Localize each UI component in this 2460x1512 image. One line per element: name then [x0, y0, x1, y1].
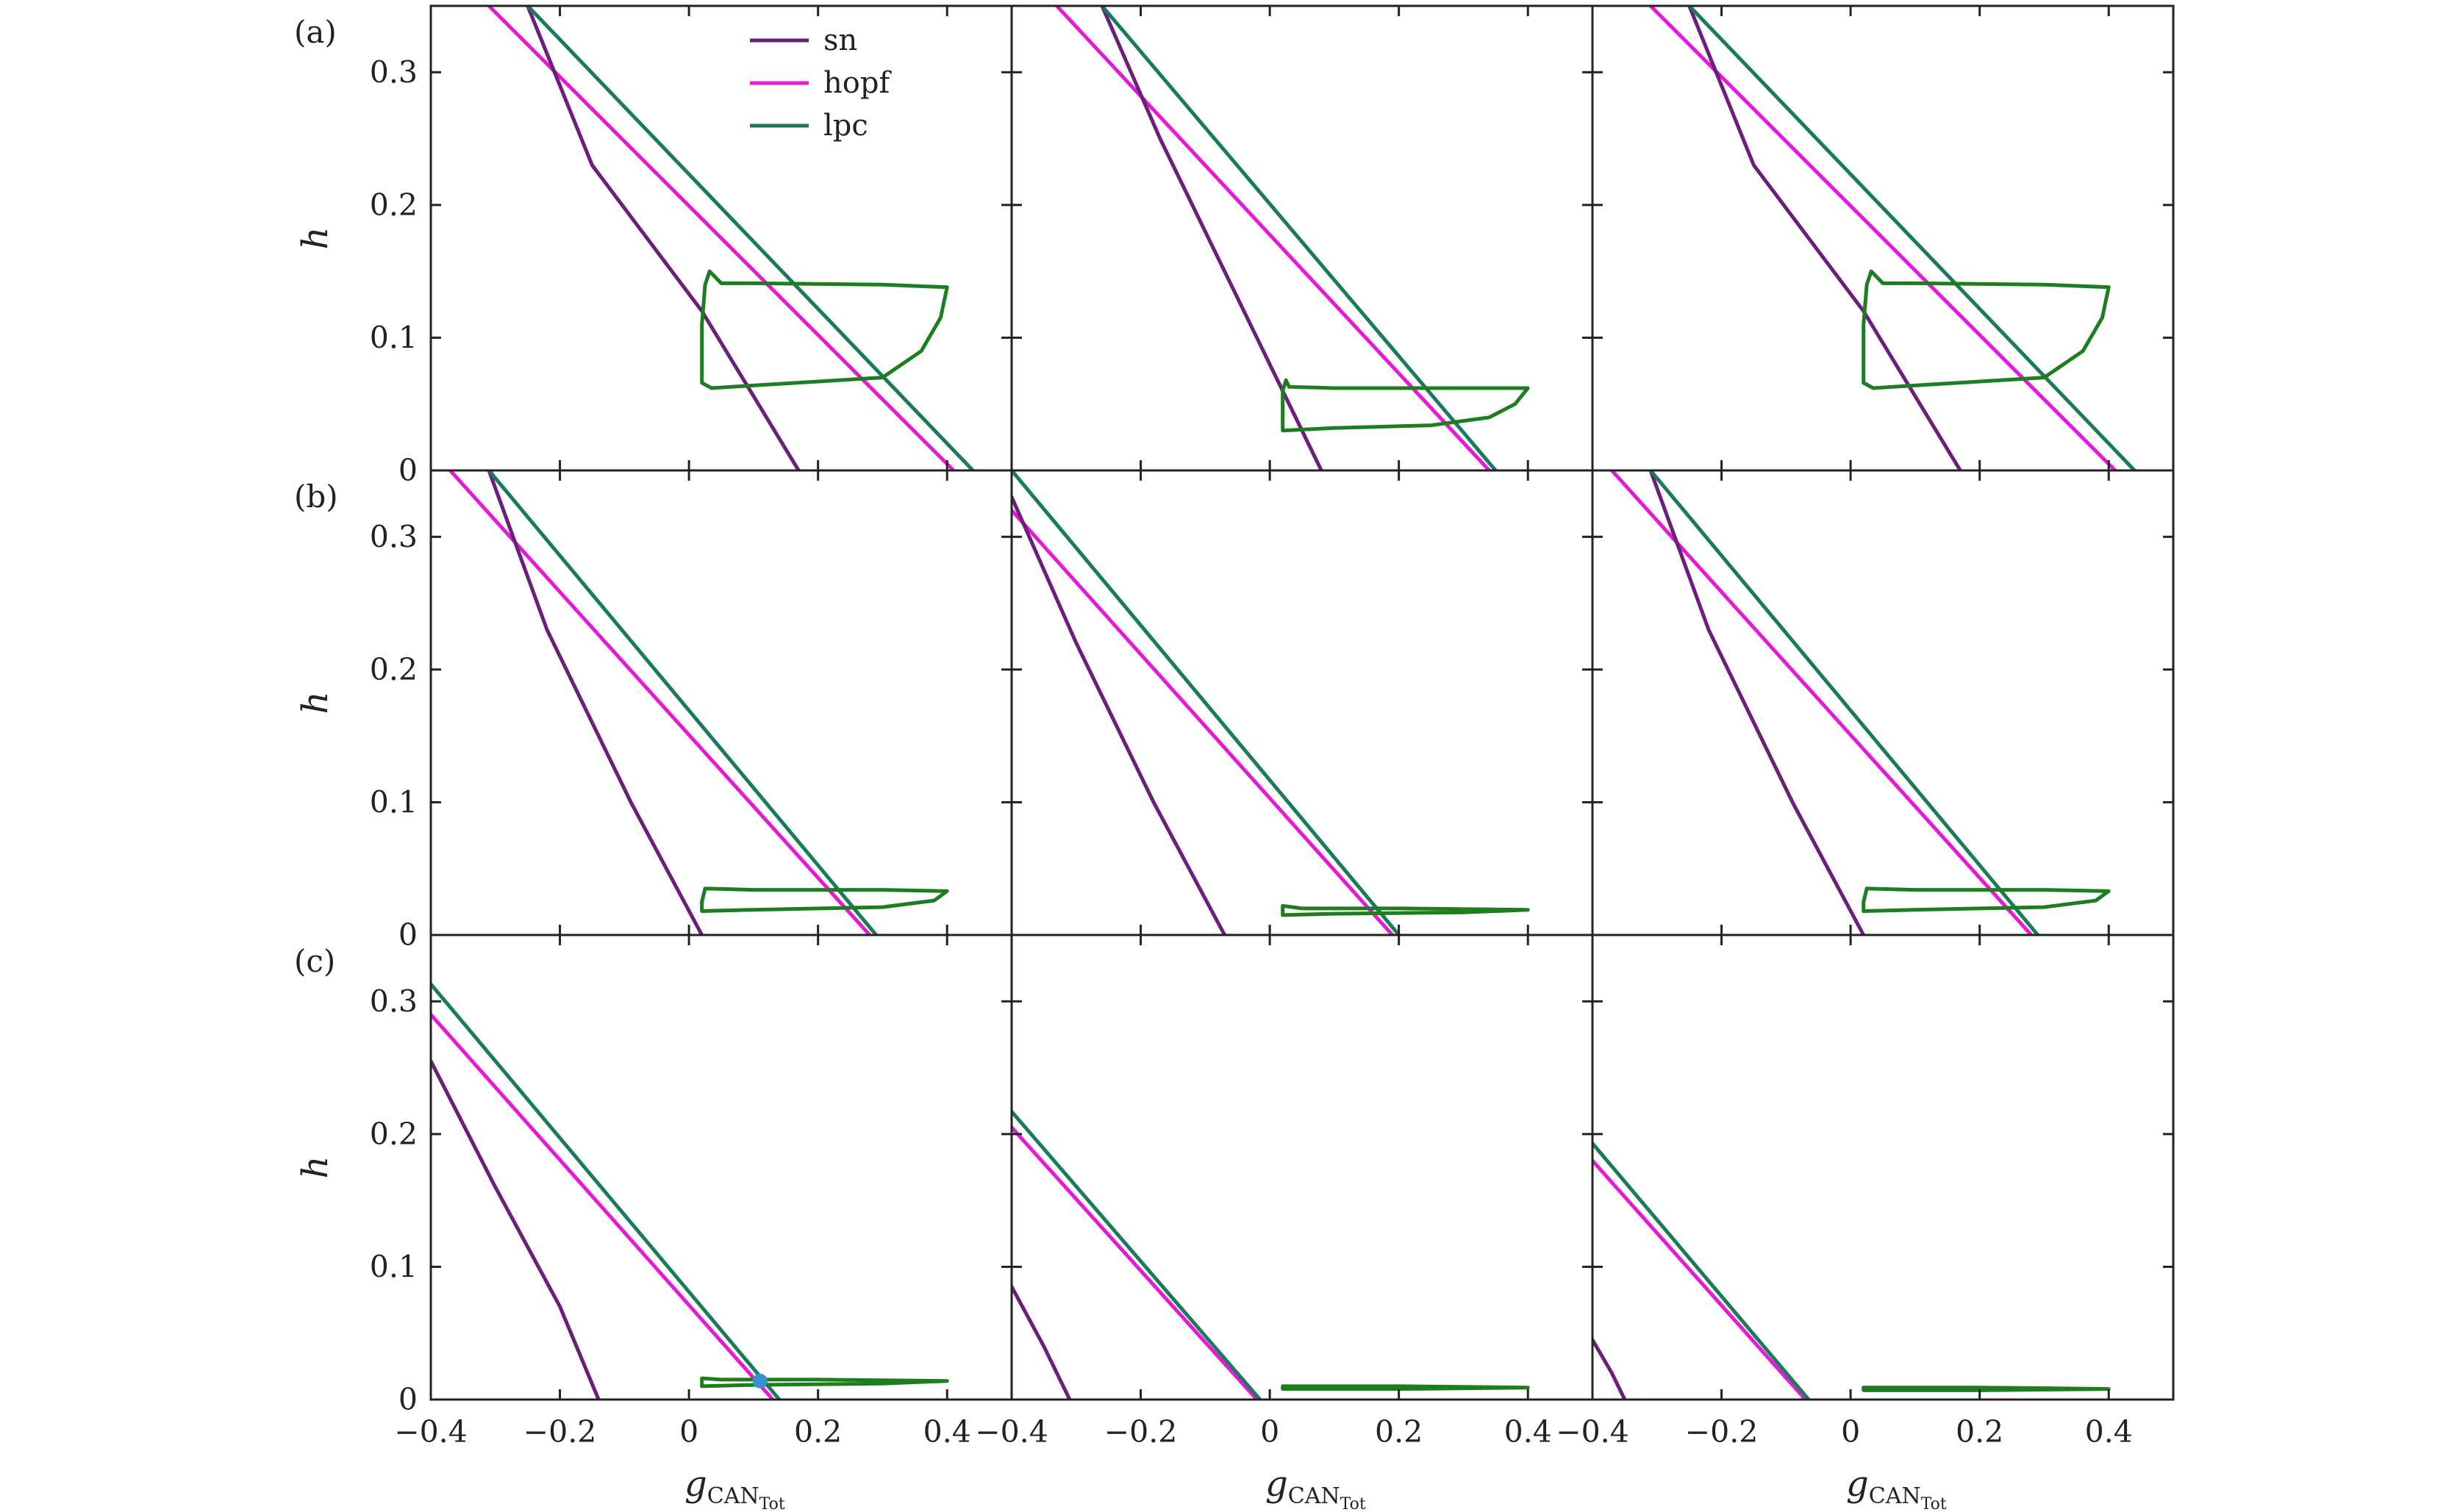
- x-tick-label: 0.4: [923, 1414, 971, 1450]
- panel-plot-area: [1609, 470, 2111, 935]
- sn-curve: [1012, 495, 1227, 935]
- panel-plot-area: [487, 6, 975, 470]
- limit-cycle-loop: [700, 886, 949, 913]
- x-tick-label: 0.2: [794, 1414, 842, 1450]
- sn-curve: [1648, 470, 1866, 935]
- limit-cycle-loop: [1862, 886, 2111, 913]
- x-tick-label: −0.4: [975, 1414, 1048, 1450]
- hopf-curve: [1012, 508, 1395, 935]
- lpc-curve: [1592, 1142, 1811, 1400]
- limit-cycle-loop: [1281, 1384, 1530, 1391]
- x-tick-label: −0.2: [1104, 1414, 1178, 1450]
- x-tick-label: 0.4: [1504, 1414, 1552, 1450]
- legend-label-lpc: lpc: [823, 109, 868, 143]
- y-tick-label: 0: [398, 453, 418, 488]
- panel-plot-area: [1648, 6, 2137, 470]
- hopf-curve: [1592, 1158, 1808, 1400]
- lpc-curve: [1012, 1109, 1262, 1400]
- x-tick-label: 0.2: [1956, 1414, 2003, 1450]
- panel-plot-area: [448, 470, 949, 935]
- y-tick-label: 0.2: [370, 652, 418, 687]
- sn-curve: [1012, 1285, 1072, 1400]
- panel-plot-area: [1012, 470, 1530, 935]
- hopf-curve: [1012, 1125, 1259, 1400]
- limit-cycle-loop: [1281, 903, 1530, 917]
- lpc-curve: [1012, 470, 1401, 935]
- x-axis-label: gCANTot: [1846, 1463, 1947, 1512]
- panel-plot-area: [1012, 1109, 1530, 1400]
- panel-3-1: [429, 934, 1013, 1401]
- y-axis-label: h: [295, 692, 336, 714]
- y-tick-label: 0.1: [370, 784, 418, 820]
- y-axis-label: h: [295, 1156, 336, 1179]
- sn-curve: [1592, 1338, 1627, 1400]
- sn-curve: [1100, 6, 1323, 470]
- limit-cycle-loop: [1862, 1386, 2111, 1392]
- legend-label-sn: sn: [823, 24, 857, 57]
- row-label: (a): [294, 14, 337, 50]
- limit-cycle-loop: [700, 1376, 949, 1389]
- panel-frame: [1591, 934, 2175, 1401]
- x-tick-label: 0: [1260, 1414, 1279, 1450]
- x-axis-label: gCANTot: [1265, 1463, 1366, 1512]
- lpc-curve: [1687, 6, 2137, 470]
- sn-curve: [526, 6, 801, 470]
- limit-cycle-loop: [1281, 378, 1530, 433]
- panel-3-3: [1591, 934, 2175, 1401]
- y-tick-label: 0.2: [370, 187, 418, 223]
- y-tick-label: 0: [398, 1382, 418, 1417]
- y-tick-label: 0.1: [370, 320, 418, 355]
- x-tick-label: −0.2: [1685, 1414, 1759, 1450]
- limit-cycle-loop: [1862, 269, 2111, 390]
- hopf-curve: [431, 1012, 775, 1400]
- hopf-curve: [1054, 6, 1492, 470]
- panel-1-3: [1591, 4, 2175, 472]
- hopf-curve: [487, 6, 956, 470]
- panel-plot-area: [431, 982, 949, 1400]
- labels-layer: 0 0.1 0.2 0.3 h (a) 0 0.1 0.2 0.3 h (b) 0 0.1 0.2 0.3 h (…: [294, 14, 2133, 1512]
- lpc-curve: [487, 470, 879, 935]
- lpc-curve: [526, 6, 975, 470]
- panel-plot-area: [1592, 1142, 2111, 1400]
- y-axis-label: h: [295, 227, 336, 250]
- hopf-curve: [1648, 6, 2117, 470]
- panel-plot-area: [1054, 6, 1530, 470]
- row-label: (b): [294, 479, 338, 515]
- lpc-curve: [431, 982, 782, 1400]
- hopf-curve: [448, 470, 872, 935]
- lpc-curve: [1100, 6, 1498, 470]
- x-tick-label: −0.4: [1556, 1414, 1629, 1450]
- y-tick-label: 0.3: [370, 983, 418, 1019]
- limit-cycle-loop: [700, 269, 949, 390]
- panel-2-3: [1591, 469, 2175, 936]
- legend: sn hopf lpc: [750, 24, 892, 143]
- y-tick-label: 0: [398, 917, 418, 953]
- sn-curve: [431, 1059, 601, 1400]
- hopf-curve: [1609, 470, 2034, 935]
- sn-curve: [1687, 6, 1962, 470]
- x-tick-label: −0.4: [394, 1414, 468, 1450]
- x-tick-label: 0: [679, 1414, 698, 1450]
- intersection-marker: [752, 1373, 768, 1389]
- row-label: (c): [294, 943, 335, 979]
- lpc-curve: [1648, 470, 2040, 935]
- x-tick-label: 0: [1841, 1414, 1860, 1450]
- x-tick-label: −0.2: [523, 1414, 597, 1450]
- x-axis-label: gCANTot: [684, 1463, 785, 1512]
- legend-label-hopf: hopf: [823, 66, 892, 100]
- y-tick-label: 0.2: [370, 1117, 418, 1152]
- y-tick-label: 0.1: [370, 1249, 418, 1284]
- y-tick-label: 0.3: [370, 519, 418, 554]
- panels-layer: [429, 4, 2175, 1401]
- sn-curve: [487, 470, 704, 935]
- y-tick-label: 0.3: [370, 54, 418, 90]
- x-tick-label: 0.4: [2085, 1414, 2133, 1450]
- x-tick-label: 0.2: [1375, 1414, 1423, 1450]
